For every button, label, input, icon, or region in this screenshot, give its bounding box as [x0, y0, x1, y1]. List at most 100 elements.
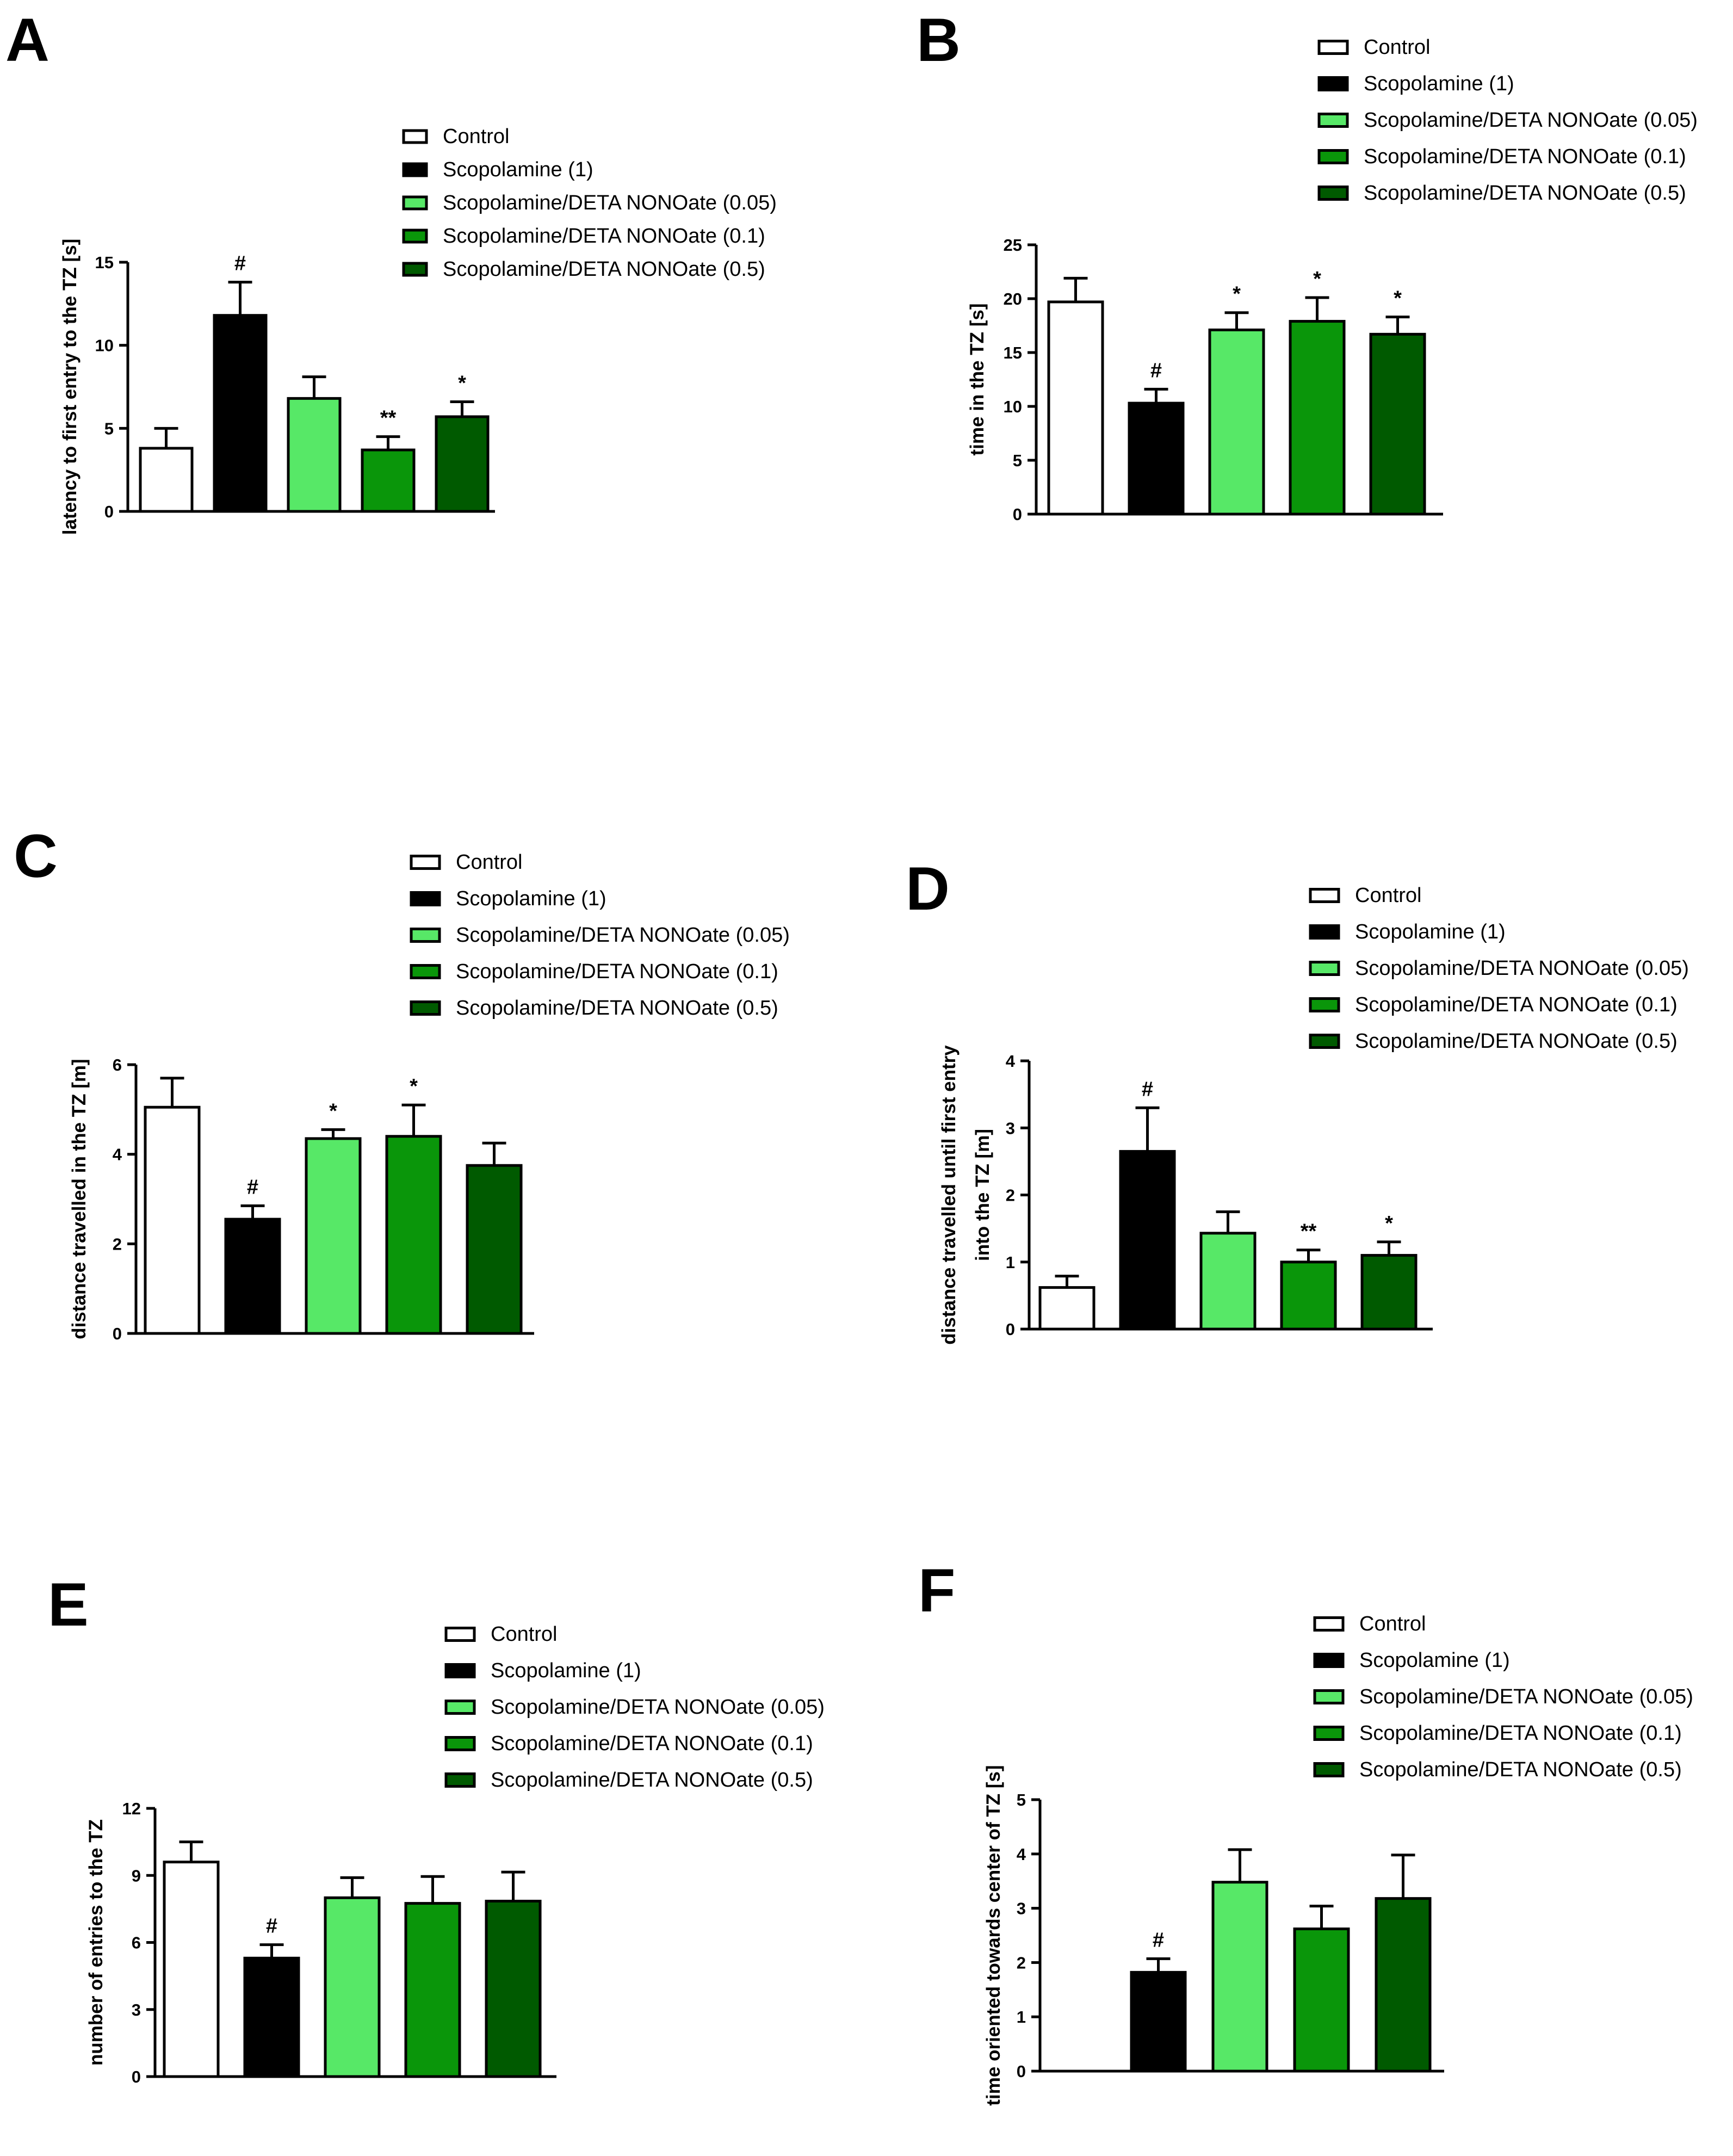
y-tick-label: 6 — [113, 1055, 122, 1074]
legend-swatch — [410, 1000, 441, 1016]
legend: Control Scopolamine (1) Scopolamine/DETA N… — [1309, 884, 1689, 1053]
legend-swatch — [444, 1700, 476, 1715]
legend: Control Scopolamine (1) Scopolamine/DETA N… — [402, 125, 777, 281]
panel-letter: A — [5, 6, 49, 74]
legend-swatch — [1309, 997, 1340, 1012]
y-axis-label: into the TZ [m] — [972, 1129, 993, 1261]
significance-marker: # — [266, 1915, 277, 1938]
legend-swatch — [402, 228, 428, 244]
bar-2 — [224, 1218, 281, 1335]
significance-marker: # — [1142, 1078, 1153, 1101]
legend-label: Control — [443, 125, 510, 148]
bar-5 — [1375, 1897, 1432, 2073]
legend-label: Scopolamine/DETA NONOate (0.5) — [1355, 1030, 1678, 1053]
legend-label: Scopolamine/DETA NONOate (0.5) — [491, 1769, 813, 1791]
panel-d: D Control Scopolamine (1) Scopolamine/DETA … — [906, 855, 1689, 1345]
y-tick-label: 3 — [1017, 1899, 1026, 1918]
y-tick-label: 4 — [1006, 1052, 1016, 1071]
legend-label: Scopolamine (1) — [1359, 1649, 1510, 1672]
y-tick-label: 15 — [1004, 343, 1022, 362]
legend-label: Scopolamine/DETA NONOate (0.5) — [1364, 182, 1686, 205]
y-tick-label: 0 — [132, 2067, 141, 2086]
legend: Control Scopolamine (1) Scopolamine/DETA N… — [1313, 1613, 1693, 1781]
legend-swatch — [402, 129, 428, 144]
y-tick-label: 4 — [113, 1145, 122, 1164]
bar-5 — [466, 1164, 523, 1335]
significance-marker: * — [1313, 268, 1321, 291]
legend-label: Control — [1355, 884, 1422, 907]
bar-3 — [305, 1137, 362, 1335]
bar-2 — [213, 314, 268, 513]
legend-swatch — [402, 262, 428, 277]
legend-label: Scopolamine (1) — [456, 887, 606, 910]
panel-letter: C — [14, 822, 58, 890]
y-tick-label: 5 — [104, 419, 114, 438]
bar-3 — [324, 1896, 381, 2078]
significance-marker: * — [1394, 287, 1402, 310]
y-axis-label: latency to first entry to the TZ [s] — [59, 239, 81, 535]
significance-marker: * — [1385, 1212, 1393, 1235]
legend-label: Scopolamine/DETA NONOate (0.05) — [1355, 957, 1689, 980]
legend-swatch — [444, 1772, 476, 1788]
y-tick-label: 0 — [1013, 505, 1022, 524]
bar-5 — [1369, 332, 1426, 516]
bar-4 — [1293, 1928, 1350, 2073]
significance-marker: * — [410, 1075, 418, 1098]
y-tick-label: 12 — [122, 1799, 141, 1818]
significance-marker: # — [1150, 359, 1162, 382]
panel-c: C Control Scopolamine (1) Scopolamine/DETA … — [14, 822, 790, 1343]
significance-marker: * — [329, 1099, 337, 1122]
bar-2 — [1128, 401, 1185, 516]
y-tick-label: 0 — [1017, 2062, 1026, 2081]
legend-label: Scopolamine/DETA NONOate (0.1) — [443, 225, 765, 248]
legend-label: Control — [1364, 36, 1431, 59]
y-tick-label: 3 — [132, 2000, 141, 2019]
legend-label: Scopolamine/DETA NONOate (0.5) — [443, 258, 765, 281]
bar-2 — [1130, 1970, 1187, 2073]
legend-label: Scopolamine/DETA NONOate (0.05) — [1364, 109, 1698, 132]
legend-swatch — [1317, 149, 1349, 164]
bar-1 — [163, 1861, 220, 2078]
y-tick-label: 15 — [95, 253, 114, 272]
panel-letter: B — [917, 6, 961, 74]
legend-swatch — [1309, 1034, 1340, 1049]
panel-a: A Control Scopolamine (1) Scopolamine/DETA … — [5, 6, 777, 535]
axes: 0 1 2 3 4 5 time oriented towards center of TZ… — [983, 1765, 1444, 2106]
axes: 0 2 4 6 distance travelled in the TZ [m] — [69, 1055, 534, 1343]
legend-swatch — [410, 964, 441, 979]
bar-4 — [404, 1902, 461, 2078]
legend-swatch — [1313, 1616, 1345, 1632]
legend-label: Control — [456, 851, 523, 874]
legend-swatch — [1317, 40, 1349, 55]
axes: 0 1 2 3 4 distance travelled until first entr… — [938, 1045, 1433, 1345]
legend-swatch — [444, 1736, 476, 1751]
y-tick-label: 1 — [1017, 2007, 1026, 2027]
bar-1 — [144, 1105, 201, 1335]
bar-1 — [139, 447, 194, 513]
legend-swatch — [1317, 113, 1349, 128]
bar-2 — [1119, 1150, 1176, 1331]
legend-swatch — [1313, 1653, 1345, 1668]
y-tick-label: 2 — [1017, 1953, 1026, 1972]
y-tick-label: 1 — [1006, 1253, 1015, 1272]
legend-swatch — [1317, 186, 1349, 201]
y-axis-label: time oriented towards center of TZ [s] — [983, 1765, 1004, 2105]
bar-2 — [243, 1956, 300, 2078]
significance-marker: # — [234, 252, 246, 275]
legend-label: Control — [1359, 1613, 1426, 1635]
y-tick-label: 25 — [1004, 236, 1022, 255]
y-axis-label: distance travelled in the TZ [m] — [69, 1059, 90, 1339]
bar-3 — [287, 397, 342, 513]
legend-label: Scopolamine/DETA NONOate (0.05) — [491, 1696, 825, 1719]
y-axis-label: time in the TZ [s] — [967, 304, 988, 456]
significance-marker: ** — [1301, 1220, 1317, 1243]
bar-4 — [1280, 1261, 1337, 1331]
legend-swatch — [410, 928, 441, 943]
legend: Control Scopolamine (1) Scopolamine/DETA N… — [410, 851, 790, 1020]
legend-swatch — [1317, 76, 1349, 91]
legend-label: Scopolamine/DETA NONOate (0.05) — [456, 924, 790, 947]
legend-label: Scopolamine (1) — [1355, 921, 1506, 943]
legend-swatch — [410, 855, 441, 870]
legend-swatch — [1309, 961, 1340, 976]
panel-f: F Control Scopolamine (1) Scopolamine/DETA … — [918, 1556, 1693, 2106]
